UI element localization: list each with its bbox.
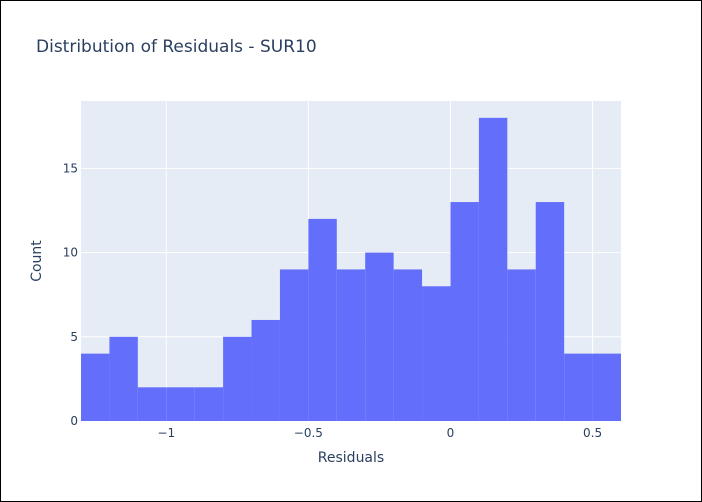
histogram-bar — [507, 269, 536, 421]
histogram-bar — [478, 117, 508, 421]
histogram-bar — [308, 218, 337, 421]
x-tick-label: −1 — [157, 426, 175, 440]
x-tick-label: 0 — [447, 426, 455, 440]
histogram-bar — [393, 269, 423, 421]
y-axis-title: Count — [29, 240, 45, 282]
histogram-bars — [81, 117, 621, 421]
histogram-bar — [109, 336, 138, 421]
histogram-bar — [194, 387, 224, 421]
histogram-bar — [81, 353, 110, 421]
histogram-bar — [564, 353, 593, 421]
histogram-bar — [336, 269, 366, 421]
chart-title: Distribution of Residuals - SUR10 — [36, 37, 317, 57]
histogram-bar — [365, 252, 394, 421]
histogram-bar — [251, 319, 280, 421]
x-axis-title: Residuals — [318, 450, 384, 466]
histogram-bar — [223, 336, 252, 421]
x-tick-label: 0.5 — [583, 426, 602, 440]
histogram-bar — [422, 286, 451, 421]
histogram-bar — [279, 269, 309, 421]
histogram-bar — [137, 387, 167, 421]
y-axis-ticks: 0 5 10 15 — [63, 161, 78, 428]
y-tick-label: 0 — [70, 414, 78, 428]
histogram-bar — [166, 387, 195, 421]
histogram-bar — [592, 353, 621, 421]
histogram-bar — [450, 202, 479, 421]
histogram-bar — [535, 202, 565, 421]
x-axis-ticks: −1 −0.5 0 0.5 — [157, 426, 602, 440]
x-tick-label: −0.5 — [294, 426, 323, 440]
y-tick-label: 5 — [70, 330, 78, 344]
y-tick-label: 15 — [63, 161, 78, 175]
y-tick-label: 10 — [63, 246, 78, 260]
